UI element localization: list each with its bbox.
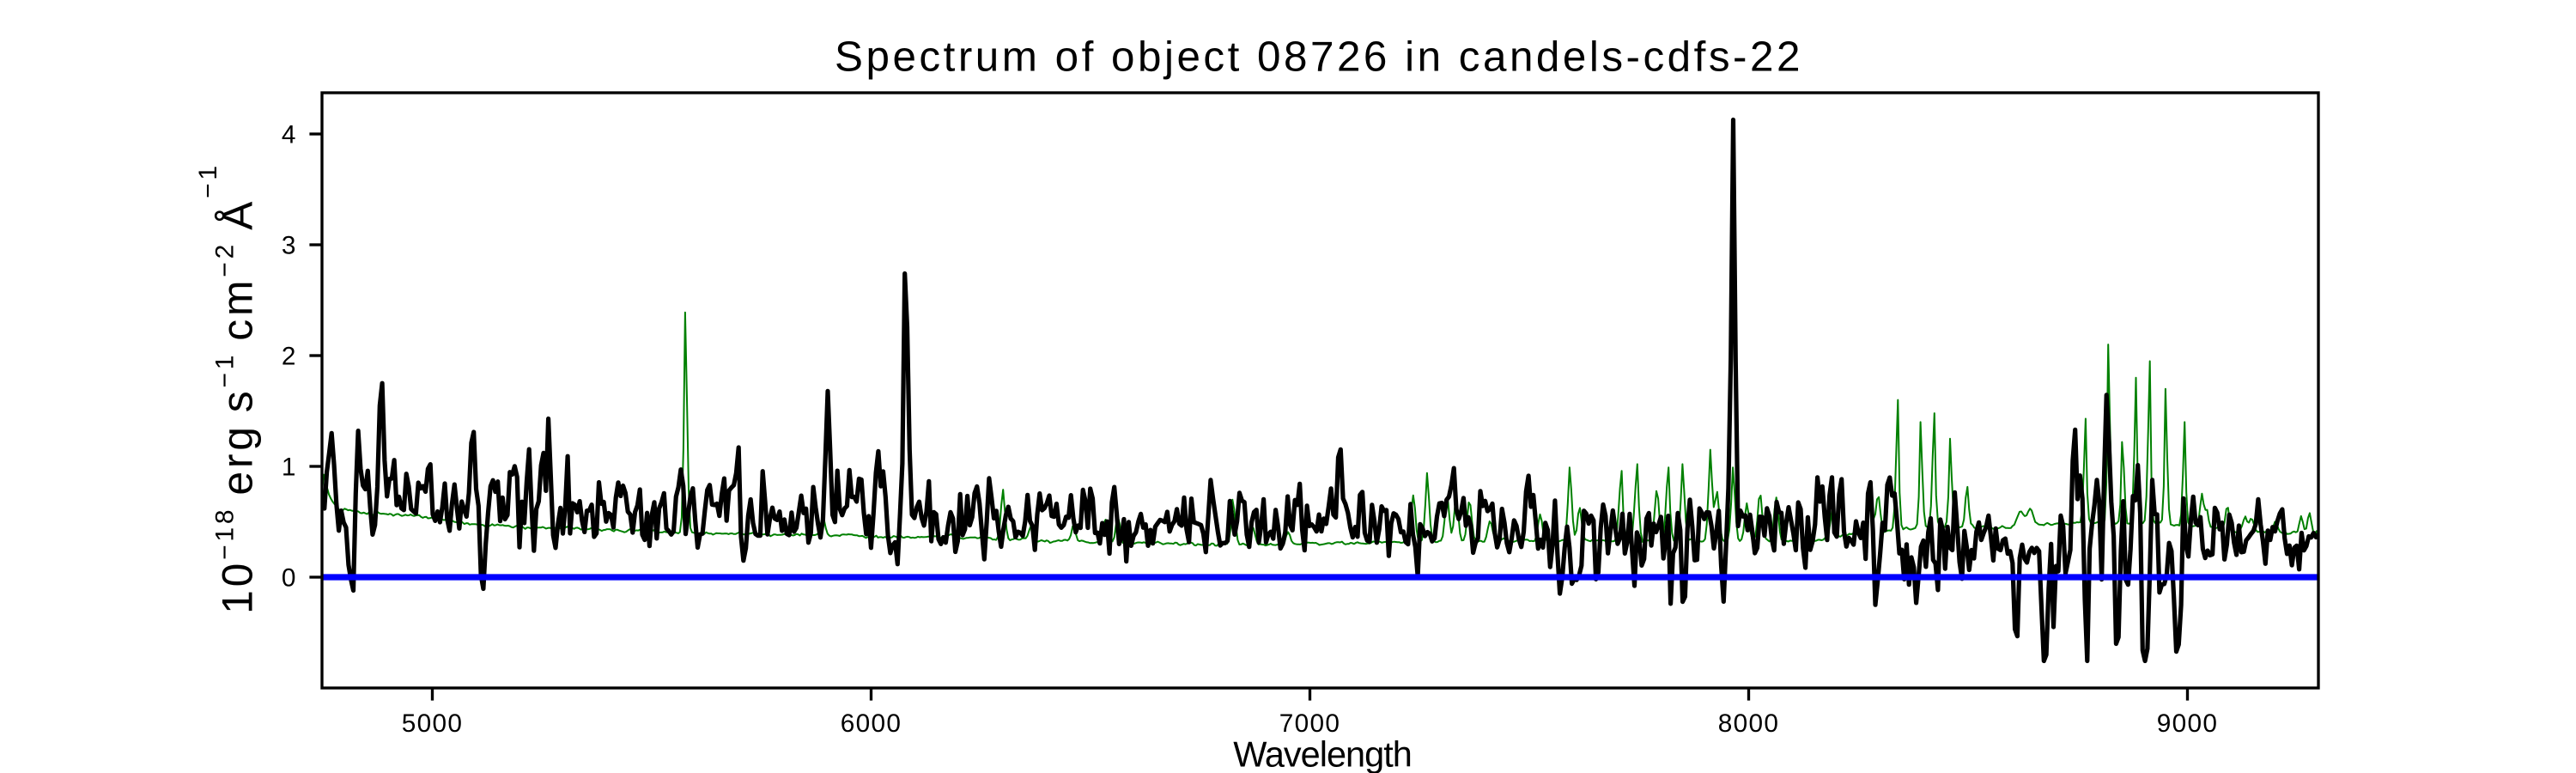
svg-text:9000: 9000	[2157, 709, 2219, 738]
svg-text:Spectrum of object 08726 in ca: Spectrum of object 08726 in candels-cdfs…	[835, 33, 1803, 81]
svg-text:Wavelength: Wavelength	[1233, 734, 1412, 773]
svg-text:2: 2	[282, 343, 297, 371]
svg-text:6000: 6000	[841, 709, 902, 738]
svg-text:7000: 7000	[1279, 709, 1341, 738]
svg-text:3: 3	[282, 232, 297, 260]
svg-text:5000: 5000	[402, 709, 464, 738]
svg-text:1: 1	[282, 453, 297, 482]
svg-text:4: 4	[282, 121, 297, 149]
svg-text:8000: 8000	[1718, 709, 1780, 738]
svg-text:0: 0	[282, 564, 297, 593]
